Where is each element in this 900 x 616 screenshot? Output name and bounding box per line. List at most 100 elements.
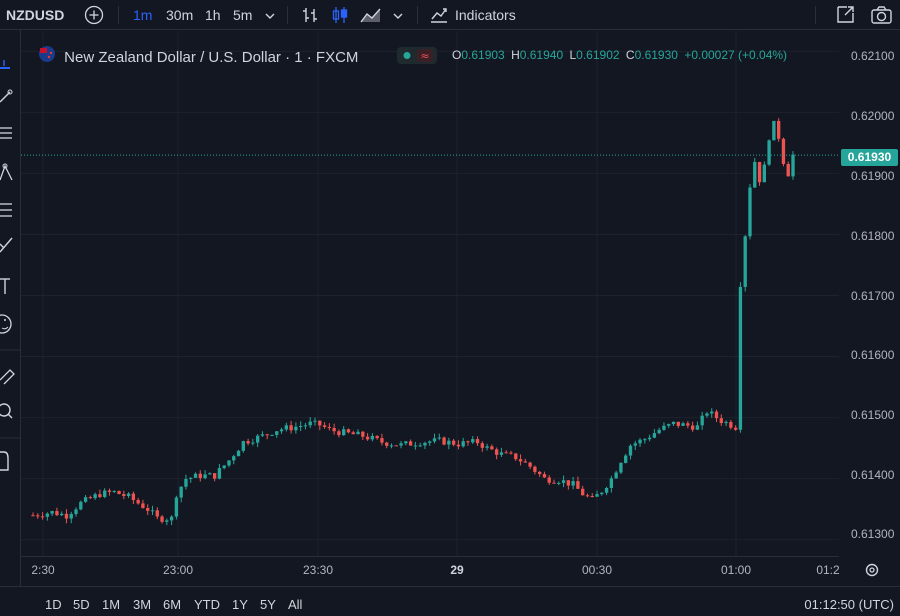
brush-icon[interactable]	[0, 237, 13, 253]
visibility-toggle-icon[interactable]: ≈	[397, 46, 437, 69]
chevron-down-icon[interactable]	[264, 9, 276, 27]
candle	[542, 474, 547, 478]
magnet-icon[interactable]	[0, 451, 9, 471]
candle	[757, 161, 762, 183]
candle	[652, 433, 657, 438]
candle	[126, 493, 131, 496]
candle	[31, 515, 35, 517]
candle	[184, 478, 188, 487]
candle	[413, 445, 418, 447]
time-tick: 23:30	[302, 563, 334, 577]
candle	[471, 439, 475, 443]
time-axis[interactable]	[21, 556, 839, 586]
camera-icon[interactable]	[870, 4, 894, 31]
crosshair-icon[interactable]	[0, 60, 10, 69]
price-tick: 0.61900	[851, 169, 895, 183]
chevron-down-icon[interactable]	[392, 9, 404, 27]
add-symbol-icon[interactable]	[84, 5, 104, 30]
open-value: 0.61903	[461, 48, 505, 62]
candle	[504, 452, 508, 454]
candle	[279, 429, 284, 432]
candle	[327, 426, 332, 428]
bar-chart-type-icon[interactable]	[300, 5, 320, 30]
candle	[633, 443, 637, 446]
text-icon[interactable]	[0, 278, 10, 294]
candle	[609, 478, 614, 488]
candle	[442, 437, 446, 445]
candle	[160, 516, 164, 522]
emoji-icon[interactable]	[0, 314, 12, 334]
interval-1m[interactable]: 1m	[133, 7, 153, 23]
candle	[98, 494, 102, 497]
candle	[408, 441, 413, 446]
candles-chart-type-icon[interactable]	[330, 5, 350, 30]
candle	[303, 425, 308, 427]
candle	[270, 434, 274, 436]
time-tick: 01:2	[816, 563, 840, 577]
trendline-icon[interactable]	[0, 89, 13, 103]
candle	[671, 421, 676, 425]
fib-icon[interactable]	[0, 127, 12, 139]
candle	[45, 513, 50, 517]
interval-5m[interactable]: 5m	[233, 7, 253, 23]
candle	[428, 441, 432, 443]
time-tick: 00:30	[581, 563, 613, 577]
candle	[217, 468, 222, 479]
range-ytd[interactable]: YTD	[194, 597, 220, 612]
candle	[643, 439, 647, 441]
candle	[404, 441, 408, 444]
settings-icon[interactable]	[864, 562, 880, 583]
interval-1h[interactable]: 1h	[205, 7, 221, 23]
candle	[284, 425, 289, 430]
candle	[418, 445, 422, 447]
indicators-icon[interactable]	[429, 5, 449, 30]
price-tick: 0.61500	[851, 408, 895, 422]
range-5d[interactable]: 5D	[73, 597, 90, 612]
candle	[528, 462, 532, 467]
toolbar-divider	[118, 6, 119, 24]
candle	[614, 472, 618, 479]
candle	[36, 515, 40, 517]
candle	[179, 486, 183, 498]
price-chart[interactable]	[21, 31, 839, 586]
interval-30m[interactable]: 30m	[166, 7, 194, 23]
candle	[389, 445, 394, 447]
range-all[interactable]: All	[288, 597, 303, 612]
range-5y[interactable]: 5Y	[260, 597, 276, 612]
candle	[251, 442, 255, 444]
area-chart-type-icon[interactable]	[359, 5, 383, 30]
price-tick: 0.61700	[851, 289, 895, 303]
candle	[537, 471, 542, 475]
candle	[437, 437, 441, 439]
forecast-icon[interactable]	[0, 203, 12, 217]
symbol-label[interactable]: NZDUSD	[6, 7, 65, 23]
candle	[662, 425, 666, 430]
candle	[88, 497, 93, 499]
utc-clock[interactable]: 01:12:50 (UTC)	[804, 597, 894, 612]
candle	[342, 429, 346, 436]
range-1m[interactable]: 1M	[102, 597, 121, 612]
range-1y[interactable]: 1Y	[232, 597, 248, 612]
candle	[447, 440, 451, 445]
pattern-icon[interactable]	[0, 163, 13, 181]
candle	[337, 431, 341, 436]
ruler-icon[interactable]	[0, 369, 15, 385]
nz-flag-icon	[38, 45, 56, 63]
range-1d[interactable]: 1D	[45, 597, 62, 612]
candle	[686, 423, 690, 426]
instrument-title[interactable]: New Zealand Dollar / U.S. Dollar · 1 · F…	[64, 49, 359, 66]
change-value: +0.00027 (+0.04%)	[684, 48, 788, 62]
toolbar-divider	[417, 6, 418, 24]
candle	[299, 426, 303, 428]
candle	[781, 138, 786, 164]
candle	[748, 187, 752, 237]
candle	[604, 487, 609, 493]
fullscreen-icon[interactable]	[834, 4, 856, 31]
range-3m[interactable]: 3M	[133, 597, 152, 612]
candle	[208, 473, 212, 475]
candle	[461, 441, 465, 447]
range-6m[interactable]: 6M	[163, 597, 182, 612]
candle	[628, 445, 633, 456]
indicators-button[interactable]: Indicators	[455, 7, 516, 23]
zoom-icon[interactable]	[0, 403, 13, 419]
